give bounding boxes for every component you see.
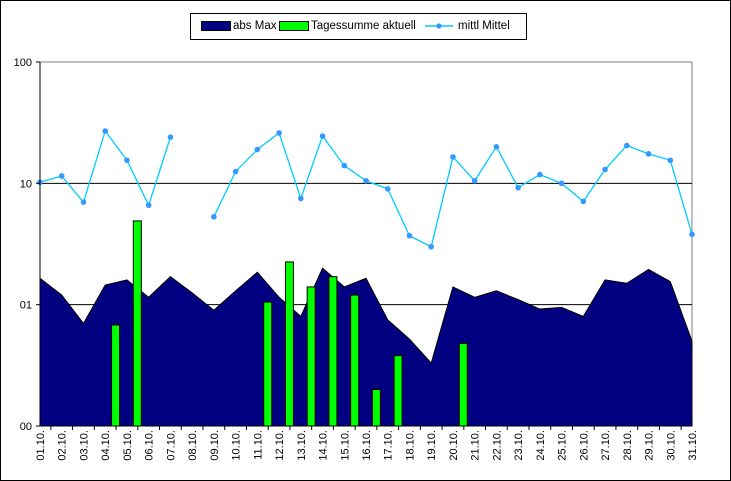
legend-swatch-mittl-mittel: [425, 23, 453, 29]
x-tick-label: 26.10.: [578, 430, 590, 461]
x-tick-label: 29.10.: [644, 430, 656, 461]
mittl-mittel-point: [145, 202, 152, 209]
x-tick-label: 02.10.: [57, 430, 69, 461]
mittl-mittel-point: [471, 177, 478, 184]
mittl-mittel-point: [515, 184, 521, 191]
tagessumme-bar: [371, 388, 381, 427]
mittl-mittel-point: [602, 166, 608, 173]
tagessumme-bar: [328, 276, 338, 427]
tagessumme-bars: [111, 220, 468, 427]
mittl-mittel-point: [537, 171, 543, 178]
legend-label-mittl-mittel: mittl Mittel: [458, 20, 510, 32]
mittl-mittel-point: [276, 130, 282, 136]
mittl-mittel-point: [167, 134, 174, 140]
x-tick-label: 28.10.: [622, 430, 634, 461]
y-tick-label: 00: [20, 421, 32, 433]
mittl-mittel-point: [232, 168, 239, 175]
x-tick-label: 04.10.: [100, 430, 112, 461]
x-tick-label: 09.10.: [209, 430, 221, 461]
mittl-mittel-point: [406, 232, 413, 239]
mittl-mittel-line: [37, 128, 695, 250]
x-tick-label: 18.10.: [404, 430, 416, 461]
mittl-mittel-point: [667, 157, 674, 164]
x-tick-label: 27.10.: [600, 430, 612, 461]
tagessumme-bar: [458, 342, 468, 427]
y-tick-label: 01: [20, 300, 32, 312]
x-tick-label: 22.10.: [491, 430, 503, 461]
mittl-mittel-point: [624, 142, 630, 149]
mittl-mittel-point: [428, 243, 435, 250]
mittl-mittel-point: [341, 162, 348, 169]
mittl-mittel-point: [124, 157, 130, 164]
mittl-mittel-point: [645, 151, 652, 157]
mittl-mittel-point: [254, 146, 261, 153]
x-tick-label: 15.10.: [339, 430, 351, 461]
x-tick-label: 10.10.: [231, 430, 243, 461]
tagessumme-bar: [350, 294, 360, 427]
tagessumme-bar: [132, 220, 142, 427]
x-tick-label: 31.10.: [687, 430, 699, 461]
mittl-mittel-point: [558, 180, 565, 187]
x-tick-label: 21.10.: [470, 430, 482, 461]
mittl-mittel-point: [102, 128, 108, 134]
y-tick-label: 10: [20, 178, 32, 190]
tagessumme-bar: [306, 286, 316, 427]
x-tick-label: 08.10.: [187, 430, 199, 461]
x-tick-label: 13.10.: [296, 430, 308, 461]
x-tick-label: 11.10.: [252, 430, 264, 460]
y-tick-labels: 00 01 10 100: [14, 57, 32, 433]
mittl-mittel-point: [58, 173, 65, 179]
x-tick-label: 06.10.: [144, 430, 156, 461]
x-tick-labels: 01.10. 02.10. 03.10. 04.10. 05.10. 06.10. 07.1…: [35, 430, 699, 461]
x-tick-label: 24.10.: [535, 430, 547, 461]
mittl-mittel-point: [363, 177, 369, 184]
tagessumme-bar: [393, 355, 403, 427]
legend-label-abs-max: abs Max: [233, 20, 277, 32]
tagessumme-bar: [111, 324, 121, 427]
x-tick-label: 17.10.: [383, 430, 395, 461]
x-tick-label: 25.10.: [557, 430, 569, 461]
tagessumme-bar: [284, 261, 294, 427]
mittl-mittel-point: [493, 144, 500, 150]
mittl-mittel-point: [211, 213, 217, 220]
x-tick-label: 30.10.: [665, 430, 677, 461]
x-tick-label: 05.10.: [122, 430, 134, 461]
x-tick-label: 01.10.: [35, 430, 47, 461]
mittl-mittel-point: [80, 199, 87, 205]
legend: abs Max Tagessumme aktuell mittl Mittel: [190, 13, 527, 40]
x-tick-label: 23.10.: [513, 430, 525, 461]
x-tick-label: 12.10.: [274, 430, 286, 461]
mittl-mittel-point: [319, 133, 326, 139]
tagessumme-bar: [263, 301, 273, 427]
x-tick-label: 03.10.: [78, 430, 90, 461]
mittl-mittel-point: [298, 195, 304, 202]
x-tick-label: 19.10.: [426, 430, 438, 461]
legend-swatch-tagessumme: [279, 21, 309, 31]
axes: [36, 61, 692, 430]
x-tick-label: 20.10.: [448, 430, 460, 461]
mittl-mittel-point: [450, 154, 456, 160]
x-tick-label: 14.10.: [318, 430, 330, 461]
mittl-mittel-point: [689, 231, 695, 238]
x-tick-label: 16.10.: [361, 430, 373, 461]
legend-swatch-abs-max: [201, 21, 231, 31]
mittl-mittel-point: [580, 198, 587, 205]
mittl-mittel-point: [384, 186, 391, 192]
x-tick-label: 07.10.: [165, 430, 177, 461]
legend-label-tagessumme: Tagessumme aktuell: [311, 20, 416, 32]
y-tick-label: 100: [14, 57, 32, 69]
